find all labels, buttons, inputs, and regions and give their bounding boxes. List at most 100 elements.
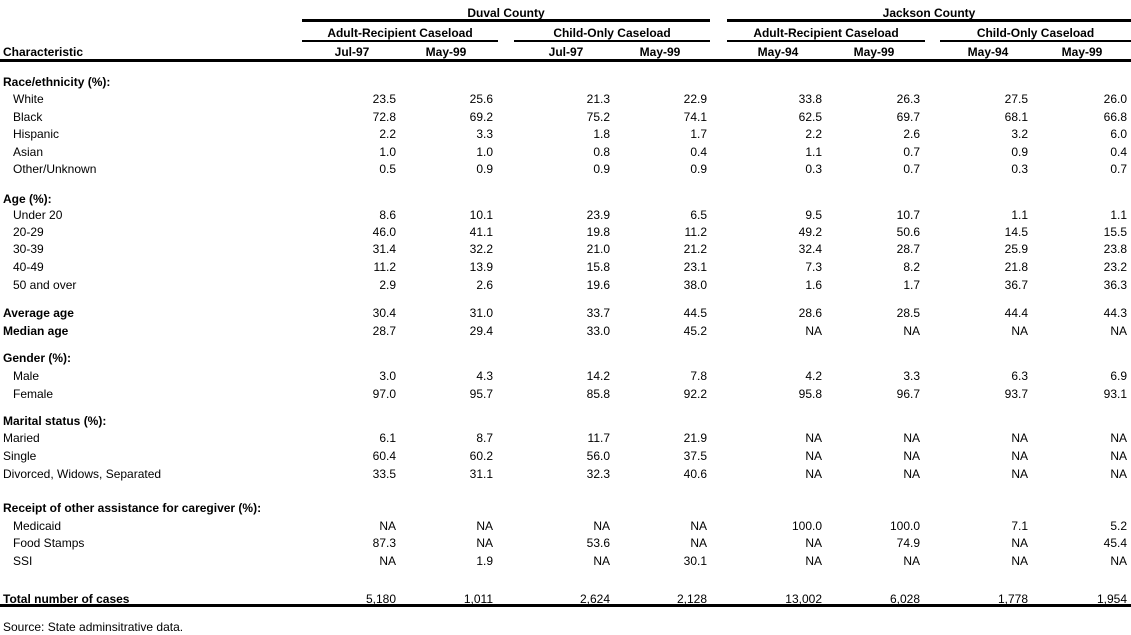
table-cell: 21.0 xyxy=(586,242,610,256)
table-cell: 74.1 xyxy=(683,110,707,124)
table-cell: NA xyxy=(903,324,920,338)
row-label: Food Stamps xyxy=(13,536,85,550)
table-cell: 33.5 xyxy=(372,467,396,481)
table-cell: 23.2 xyxy=(1103,260,1127,274)
table-cell: 41.1 xyxy=(469,225,493,239)
table-cell: 21.3 xyxy=(586,92,610,106)
table-cell: 72.8 xyxy=(372,110,396,124)
column-header: May-94 xyxy=(967,45,1009,59)
table-cell: 0.9 xyxy=(476,162,493,176)
table-cell: 5.2 xyxy=(1110,519,1127,533)
table-cell: 0.7 xyxy=(903,162,920,176)
table-cell: 1.7 xyxy=(903,278,920,292)
table-cell: 92.2 xyxy=(683,387,707,401)
table-cell: 69.7 xyxy=(896,110,920,124)
table-cell: 11.2 xyxy=(684,225,707,239)
table-cell: 6.9 xyxy=(1110,369,1127,383)
table-cell: 45.4 xyxy=(1103,536,1127,550)
table-cell: 44.3 xyxy=(1103,306,1127,320)
table-cell: NA xyxy=(593,554,610,568)
table-cell: 74.9 xyxy=(896,536,920,550)
table-cell: 31.1 xyxy=(469,467,493,481)
table-cell: 1.0 xyxy=(476,145,493,159)
table-cell: 3.0 xyxy=(379,369,396,383)
table-cell: 93.7 xyxy=(1004,387,1028,401)
table-cell: NA xyxy=(690,536,707,550)
caseload-group-title: Child-Only Caseload xyxy=(553,26,671,40)
county-title: Duval County xyxy=(467,6,545,20)
table-cell: 28.6 xyxy=(798,306,822,320)
table-cell: NA xyxy=(1110,467,1127,481)
table-cell: 9.5 xyxy=(805,208,822,222)
table-cell: 29.4 xyxy=(469,324,493,338)
row-label: Under 20 xyxy=(13,208,63,222)
row-label: Black xyxy=(13,110,43,124)
table-cell: 10.7 xyxy=(896,208,920,222)
table-cell: 100.0 xyxy=(889,519,920,533)
table-cell: 32.3 xyxy=(586,467,610,481)
total-rule xyxy=(0,604,1131,607)
county-title: Jackson County xyxy=(882,6,976,20)
table-cell: NA xyxy=(593,519,610,533)
section-heading: Race/ethnicity (%): xyxy=(3,75,111,89)
table-cell: 1.7 xyxy=(690,127,707,141)
table-cell: 25.9 xyxy=(1004,242,1028,256)
table-cell: 50.6 xyxy=(896,225,920,239)
table-cell: 32.2 xyxy=(469,242,493,256)
table-cell: 30.4 xyxy=(372,306,396,320)
table-cell: NA xyxy=(690,519,707,533)
table-cell: 44.5 xyxy=(683,306,707,320)
table-cell: 1.9 xyxy=(476,554,493,568)
table-cell: 46.0 xyxy=(372,225,396,239)
table-cell: 19.6 xyxy=(586,278,610,292)
table-cell: NA xyxy=(903,467,920,481)
row-label: Single xyxy=(3,449,37,463)
table-cell: NA xyxy=(903,449,920,463)
table-cell: 19.8 xyxy=(586,225,610,239)
table-cell: NA xyxy=(805,449,822,463)
table-cell: 6.0 xyxy=(1110,127,1127,141)
table-cell: 8.2 xyxy=(903,260,920,274)
table-cell: 1,011 xyxy=(463,592,493,606)
table-cell: 38.0 xyxy=(683,278,707,292)
table-cell: 6.3 xyxy=(1011,369,1028,383)
column-header: May-99 xyxy=(639,45,681,59)
table-cell: 95.7 xyxy=(469,387,493,401)
table-cell: 62.5 xyxy=(798,110,822,124)
column-header: May-99 xyxy=(425,45,467,59)
group-rule xyxy=(940,40,1131,42)
section-heading: Marital status (%): xyxy=(3,414,107,428)
table-cell: 8.6 xyxy=(379,208,396,222)
column-header: May-99 xyxy=(1061,45,1103,59)
table-cell: 40.6 xyxy=(683,467,707,481)
table-cell: 0.8 xyxy=(593,145,610,159)
table-cell: 44.4 xyxy=(1004,306,1028,320)
table-cell: 0.9 xyxy=(593,162,610,176)
table-cell: 2.6 xyxy=(476,278,493,292)
table-cell: 26.0 xyxy=(1103,92,1127,106)
table-cell: 2,128 xyxy=(676,592,707,606)
table-cell: 30.1 xyxy=(683,554,707,568)
table-cell: 0.4 xyxy=(1110,145,1127,159)
table-cell: 45.2 xyxy=(683,324,707,338)
table-cell: 96.7 xyxy=(896,387,920,401)
table-cell: 1,954 xyxy=(1096,592,1127,606)
table-cell: 0.9 xyxy=(1011,145,1028,159)
row-label: Asian xyxy=(13,145,44,159)
table-cell: 5,180 xyxy=(365,592,396,606)
column-header: May-94 xyxy=(757,45,799,59)
table-cell: 21.2 xyxy=(683,242,707,256)
table-cell: 1.0 xyxy=(379,145,396,159)
table-cell: 10.1 xyxy=(469,208,493,222)
table-cell: 28.7 xyxy=(896,242,920,256)
table-cell: NA xyxy=(805,431,822,445)
row-label: White xyxy=(13,92,44,106)
column-header: Jul-97 xyxy=(548,45,584,59)
table-cell: 3.2 xyxy=(1011,127,1028,141)
table-cell: 33.0 xyxy=(586,324,610,338)
table-cell: 14.2 xyxy=(586,369,610,383)
table-cell: 23.5 xyxy=(372,92,396,106)
table-cell: 6,028 xyxy=(889,592,920,606)
table-cell: 11.7 xyxy=(587,431,610,445)
table-cell: 28.7 xyxy=(372,324,396,338)
